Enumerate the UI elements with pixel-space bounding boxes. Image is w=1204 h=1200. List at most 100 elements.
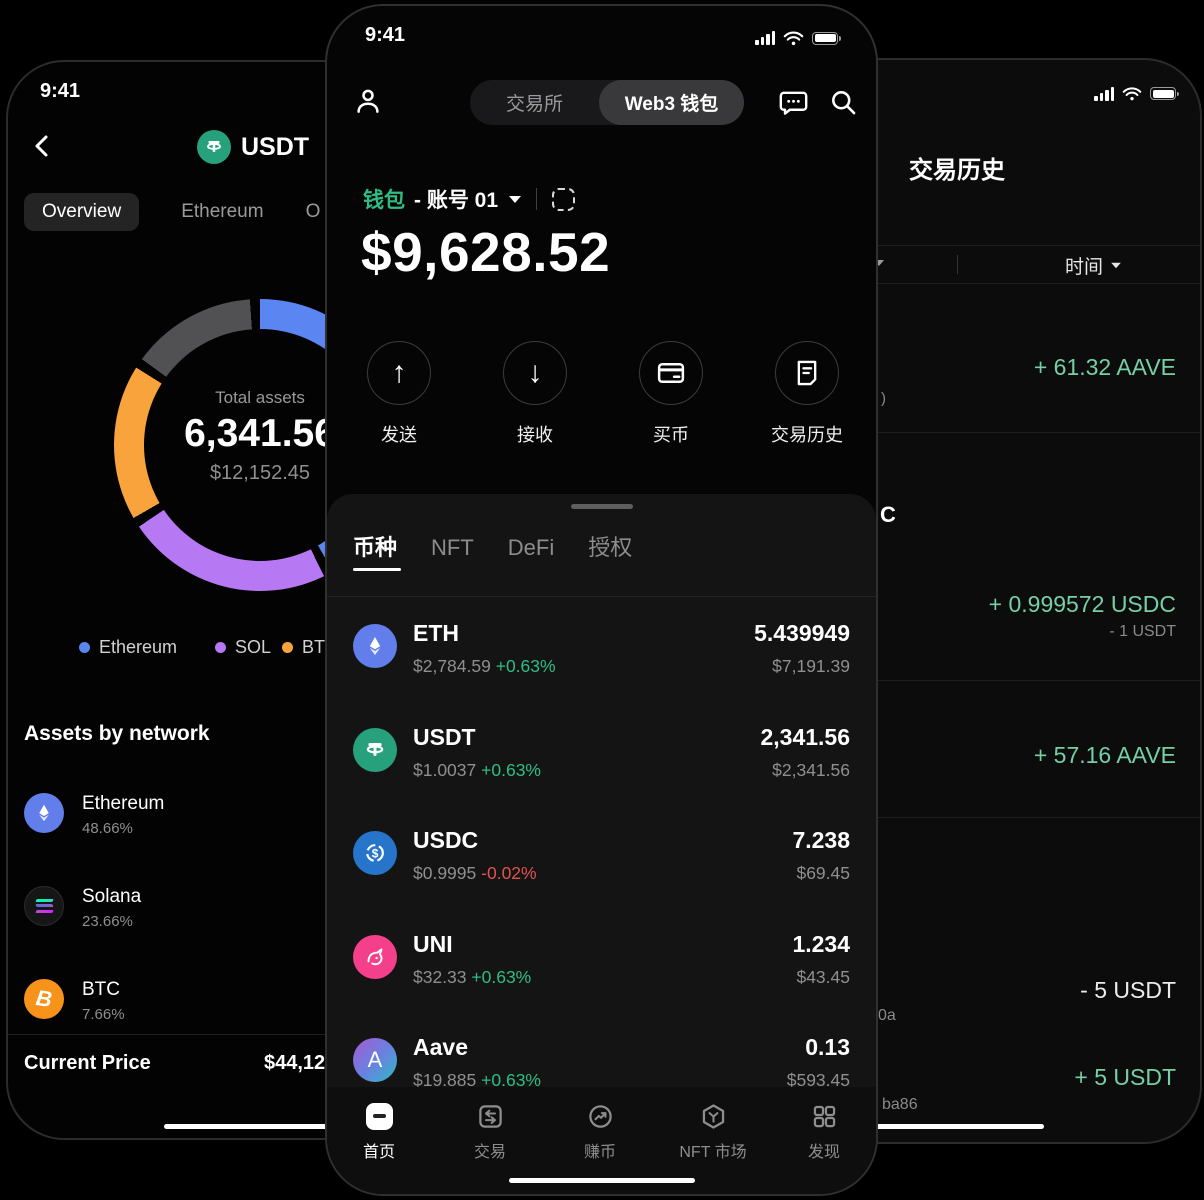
- legend-dot-btc: [282, 642, 293, 653]
- footer-divider: [8, 1034, 554, 1035]
- nav-home[interactable]: 首页: [327, 1101, 431, 1162]
- token-price: $1.0037: [413, 760, 477, 780]
- token-symbol: Aave: [413, 1034, 468, 1060]
- arrow-up-icon: ↑: [391, 356, 407, 389]
- wallet-label: 钱包: [363, 189, 405, 212]
- tx-amount-in: + 0.999572 USDC: [988, 591, 1176, 617]
- nav-home-label: 首页: [362, 1144, 395, 1161]
- nav-trade[interactable]: 交易: [438, 1101, 542, 1162]
- status-icons: [755, 30, 841, 46]
- sheet-drag-handle[interactable]: [570, 504, 633, 509]
- tab-nft[interactable]: NFT: [431, 535, 474, 560]
- wifi-icon: [1122, 87, 1142, 101]
- token-value: $43.45: [796, 967, 850, 987]
- sort-by-time-dropdown[interactable]: 时间: [1065, 252, 1122, 279]
- tx-divider: [714, 432, 1200, 433]
- svg-text:$: $: [372, 846, 379, 860]
- tab-overview[interactable]: Overview: [24, 193, 140, 231]
- legend-label-ethereum: Ethereum: [99, 637, 178, 657]
- section-title: Assets by network: [24, 722, 210, 745]
- page-title: USDT: [197, 130, 309, 164]
- token-amount: 5.439949: [754, 620, 850, 646]
- battery-icon: [812, 31, 841, 45]
- token-sheet: [327, 494, 876, 1194]
- bottom-nav: 首页 交易 赚币 NFT 市场: [327, 1087, 876, 1194]
- network-name: Solana: [82, 886, 142, 907]
- receive-button[interactable]: ↓ 接收: [480, 341, 590, 447]
- token-value: $69.45: [796, 863, 850, 883]
- tab-defi[interactable]: DeFi: [507, 535, 555, 560]
- eth-icon: [353, 624, 397, 668]
- tab-ethereum[interactable]: Ethereum: [181, 201, 264, 222]
- tab-approvals[interactable]: 授权: [588, 535, 633, 560]
- network-percent: 48.66%: [82, 820, 133, 837]
- tab-truncated[interactable]: O: [305, 201, 321, 222]
- token-amount: 7.238: [792, 827, 850, 853]
- buy-crypto-button[interactable]: 买币: [616, 341, 726, 447]
- nav-discover[interactable]: 发现: [772, 1101, 876, 1162]
- network-row-btc[interactable]: B BTC 7.66%: [24, 979, 125, 1027]
- token-value: $2,341.56: [772, 760, 850, 780]
- usdt-icon: [353, 728, 397, 772]
- switch-wallet-icon[interactable]: [552, 187, 576, 211]
- tx-address-fragment: 0a: [878, 1007, 896, 1024]
- trade-icon: [478, 1104, 502, 1128]
- current-price-label: Current Price: [24, 1052, 151, 1074]
- hidden-filter-caret-icon[interactable]: [874, 260, 884, 266]
- segment-web3-wallet[interactable]: Web3 钱包: [599, 80, 744, 125]
- token-row-usdt[interactable]: USDT $1.0037 +0.63% 2,341.56 $2,341.56: [353, 724, 850, 800]
- history-button[interactable]: 交易历史: [752, 341, 862, 447]
- token-row-usdc[interactable]: $ USDC $0.9995 -0.02% 7.238 $69.45: [353, 827, 850, 903]
- nav-nft-market[interactable]: NFT 市场: [661, 1101, 765, 1162]
- network-percent: 7.66%: [82, 1006, 125, 1023]
- token-change: -0.02%: [481, 863, 537, 883]
- send-label: 发送: [381, 425, 417, 445]
- search-button[interactable]: [829, 88, 859, 118]
- legend-sol: SOL: [215, 637, 271, 658]
- send-button[interactable]: ↑ 发送: [344, 341, 454, 447]
- uni-icon: [353, 935, 397, 979]
- filter-row-border: [714, 283, 1200, 284]
- token-row-eth[interactable]: ETH $2,784.59 +0.63% 5.439949 $7,191.39: [353, 620, 850, 696]
- legend-dot-sol: [215, 642, 226, 653]
- network-name: BTC: [82, 979, 120, 1000]
- card-icon: [657, 363, 685, 383]
- sheet-divider: [327, 596, 876, 597]
- token-row-aave[interactable]: A Aave $19.885 +0.63% 0.13 $593.45: [353, 1034, 850, 1110]
- chevron-down-icon: [509, 195, 522, 203]
- token-change: +0.63%: [495, 656, 556, 676]
- tether-icon: [197, 130, 231, 164]
- back-button[interactable]: [28, 132, 56, 160]
- chevron-down-icon: [1111, 262, 1121, 269]
- donut-center-text: Total assets 6,341.56 $12,152.45: [130, 388, 390, 485]
- network-row-solana[interactable]: Solana 23.66%: [24, 886, 141, 934]
- token-change: +0.63%: [481, 1070, 541, 1090]
- profile-button[interactable]: [353, 86, 383, 116]
- nav-earn[interactable]: 赚币: [548, 1101, 652, 1162]
- network-row-ethereum[interactable]: Ethereum 48.66%: [24, 793, 164, 841]
- receive-label: 接收: [517, 425, 553, 445]
- wallet-account-selector[interactable]: 钱包 - 账号 01: [363, 184, 576, 214]
- home-indicator: [872, 1124, 1044, 1129]
- token-price: $2,784.59: [413, 656, 491, 676]
- token-row-uni[interactable]: UNI $32.33 +0.63% 1.234 $43.45: [353, 931, 850, 1007]
- segmented-control: 交易所 Web3 钱包: [470, 80, 744, 125]
- tx-address-fragment: ba86: [882, 1096, 918, 1113]
- token-change: +0.63%: [481, 760, 541, 780]
- home-indicator: [508, 1178, 695, 1183]
- account-label: - 账号 01: [414, 189, 499, 212]
- token-amount: 2,341.56: [760, 724, 850, 750]
- active-tab-underline: [353, 568, 401, 571]
- arrow-down-icon: ↓: [527, 356, 543, 389]
- legend-label-sol: SOL: [235, 637, 272, 657]
- status-time: 9:41: [365, 24, 406, 46]
- segment-exchange[interactable]: 交易所: [505, 94, 563, 115]
- support-chat-button[interactable]: [779, 88, 809, 118]
- sort-label: 时间: [1065, 257, 1104, 278]
- tx-fragment: ): [881, 390, 886, 407]
- tab-coins[interactable]: 币种: [353, 535, 398, 560]
- token-amount: 1.234: [792, 931, 850, 957]
- bitcoin-icon: B: [24, 979, 64, 1019]
- home-indicator: [164, 1124, 334, 1129]
